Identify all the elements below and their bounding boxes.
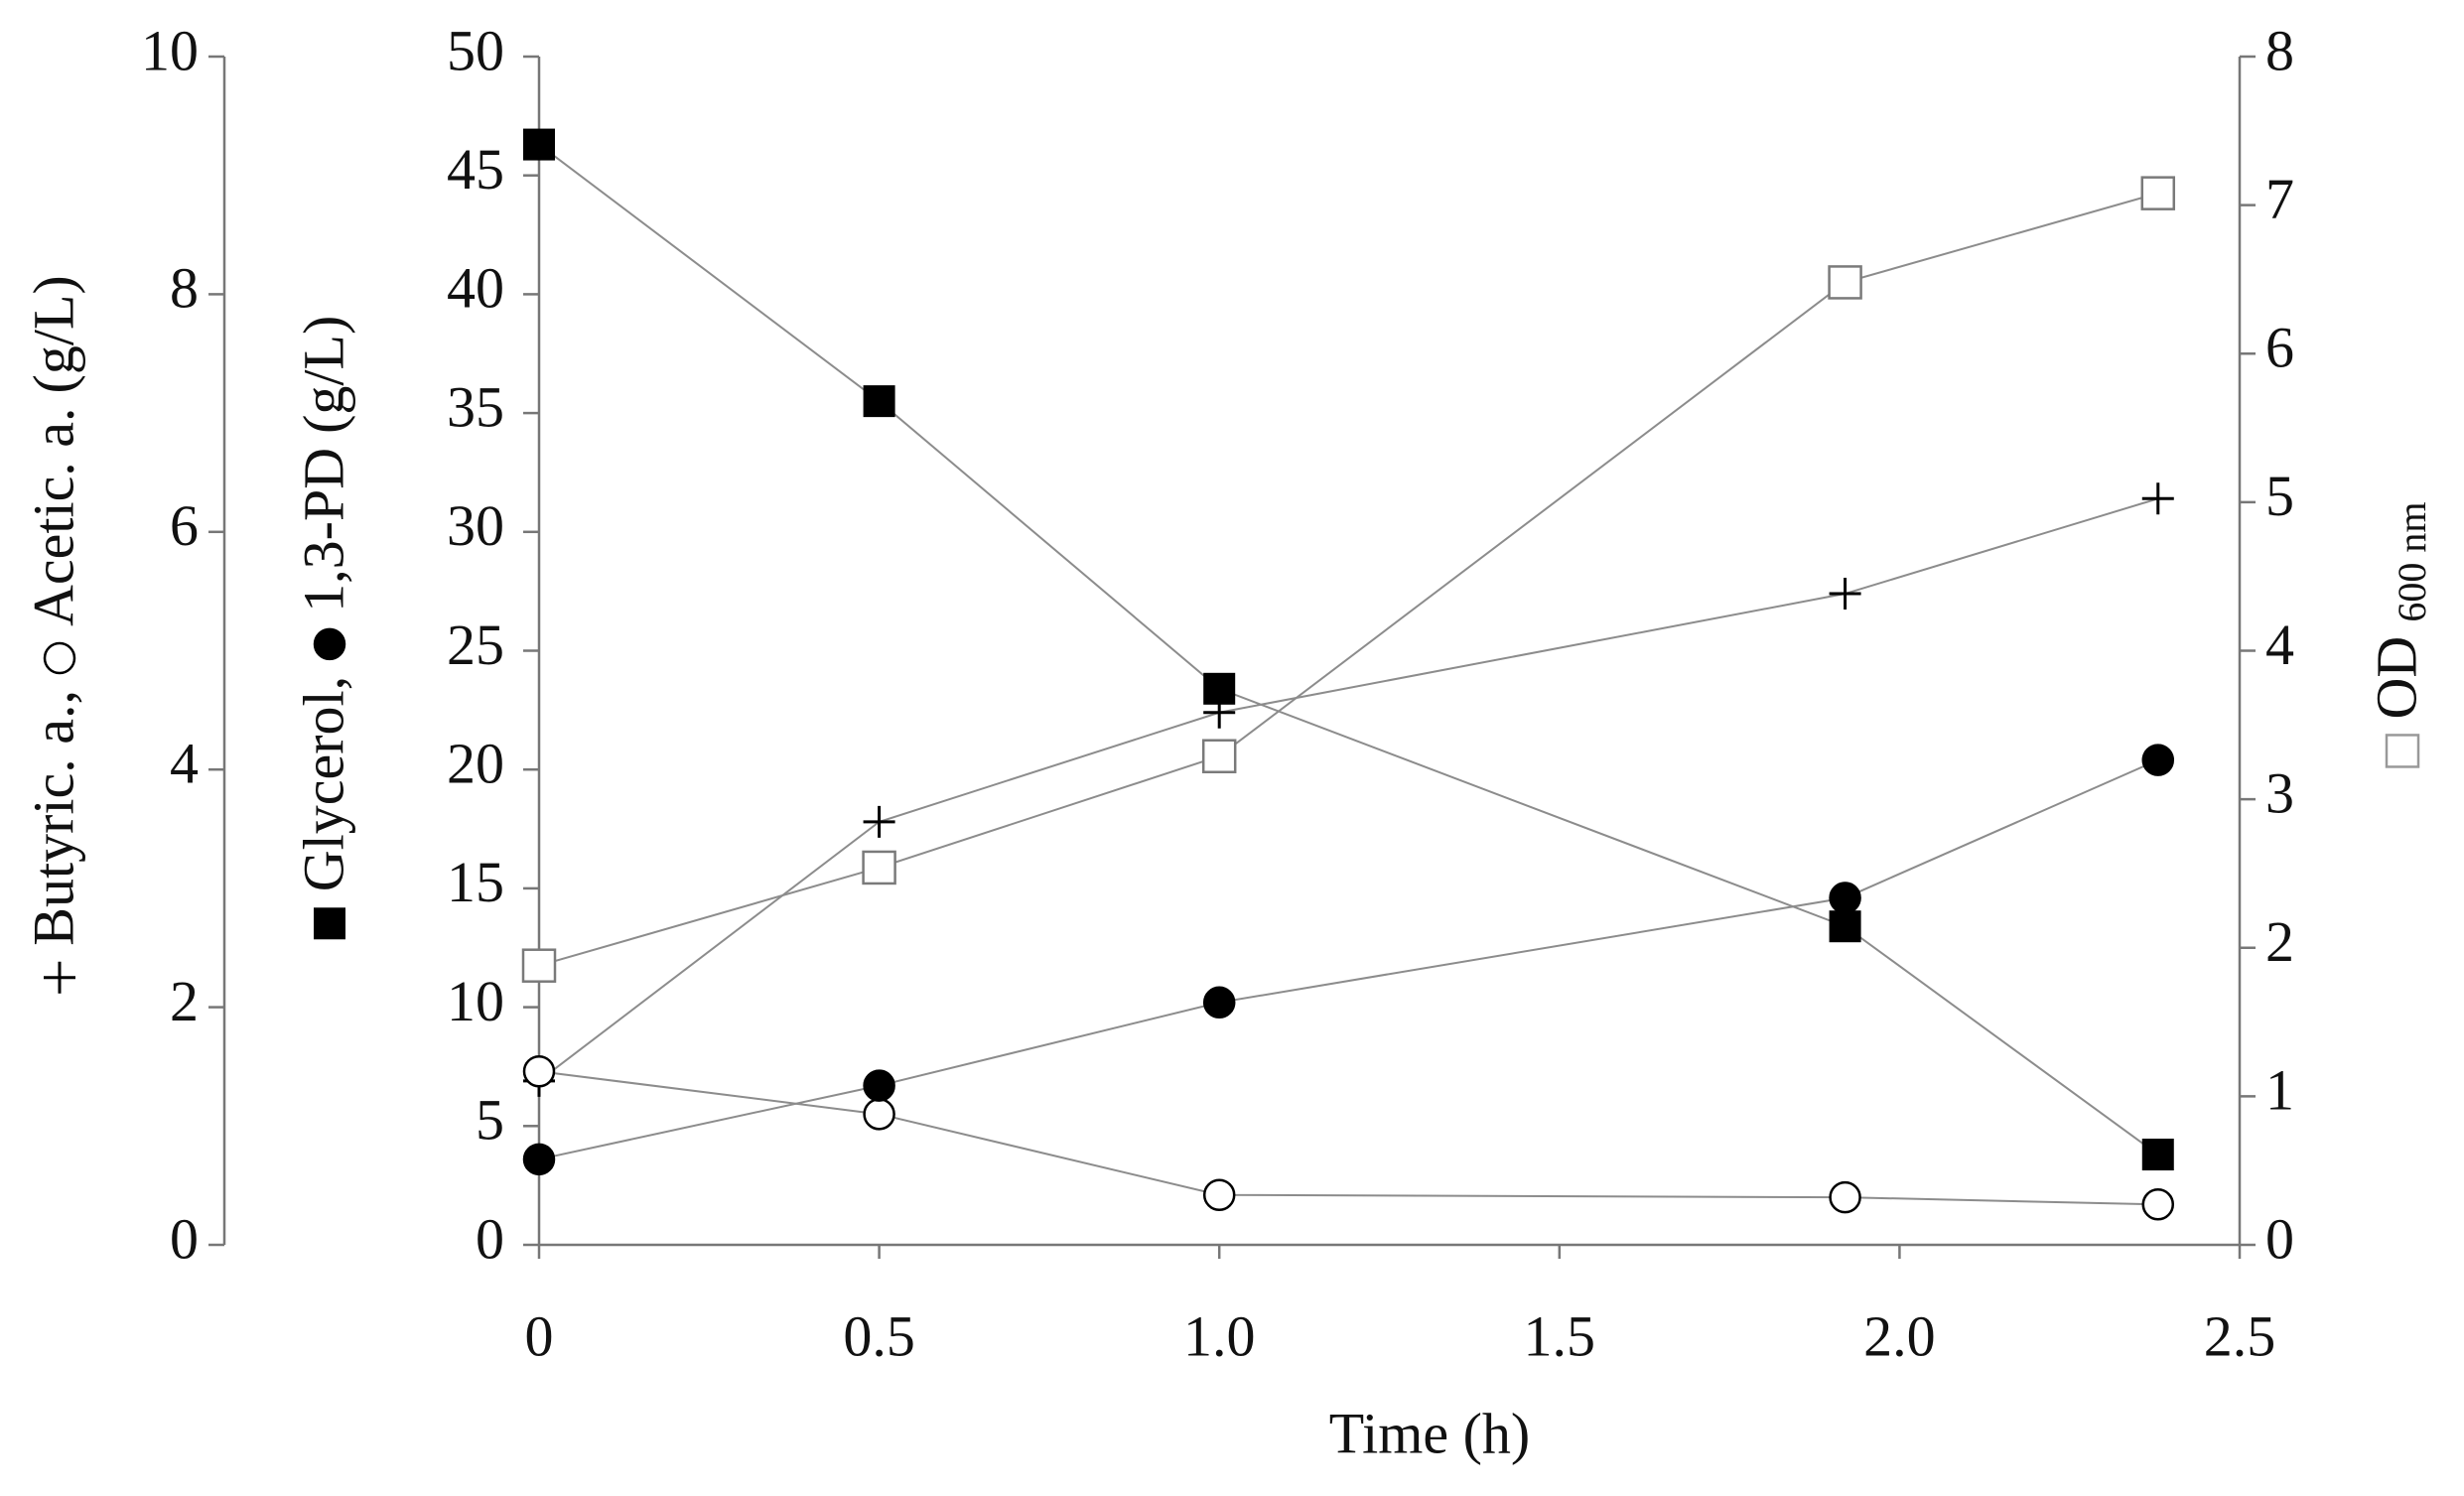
- marker: [2141, 1139, 2174, 1171]
- axis-label-text: Glycerol,: [291, 676, 355, 891]
- y3-tick-label: 6: [170, 493, 199, 558]
- series-line: [538, 758, 2159, 1160]
- y-tick-label: 15: [447, 850, 504, 914]
- marker: [521, 948, 557, 983]
- marker: [314, 907, 345, 940]
- y-tick-label: 40: [447, 256, 504, 321]
- x-tick-label: 0: [525, 1303, 554, 1368]
- y3-tick-label: 4: [170, 732, 199, 796]
- axis-label-text: Acetic. a.: [21, 407, 85, 626]
- series-line: [538, 1070, 2158, 1206]
- marker: [2141, 1188, 2175, 1221]
- marker: [522, 1143, 556, 1176]
- y2-tick-label: 1: [2265, 1058, 2294, 1123]
- axis-label-text: OD: [2364, 636, 2428, 720]
- marker: [1828, 265, 1862, 300]
- marker: [1829, 910, 1861, 943]
- marker: [862, 850, 896, 885]
- y-tick-label: 50: [447, 18, 504, 82]
- axis-label-text: (g/L): [291, 316, 355, 434]
- y2-tick-label: 0: [2265, 1206, 2294, 1271]
- marker: [2385, 734, 2420, 768]
- y3-axis-label: Butyric. a., Acetic. a. (g/L): [21, 275, 85, 994]
- axis-label-text: Butyric. a.,: [21, 690, 85, 946]
- x-tick-label: 2.5: [2204, 1303, 2276, 1368]
- y2-tick-label: 7: [2265, 167, 2294, 231]
- y-tick-label: 10: [447, 969, 504, 1033]
- marker: [863, 1069, 895, 1102]
- y-tick-label: 25: [447, 612, 504, 677]
- y-tick-label: 45: [447, 137, 504, 202]
- y2-axis-label: OD 600 nm: [2364, 502, 2434, 768]
- series-line: [538, 143, 2159, 1156]
- y-tick-label: 5: [476, 1088, 504, 1153]
- y2-tick-label: 6: [2265, 316, 2294, 380]
- y2-tick-label: 4: [2265, 612, 2294, 677]
- y3-tick-label: 2: [170, 969, 199, 1033]
- x-tick-label: 2.0: [1863, 1303, 1936, 1368]
- marker: [522, 1054, 556, 1088]
- y3-tick-label: 0: [170, 1206, 199, 1271]
- marker: [44, 961, 75, 994]
- marker: [1201, 739, 1237, 773]
- y2-tick-label: 3: [2265, 760, 2294, 825]
- marker: [2140, 176, 2176, 210]
- y-tick-label: 30: [447, 493, 504, 558]
- axis-label-subscript: 600 nm: [2390, 502, 2434, 622]
- x-tick-label: 0.5: [843, 1303, 915, 1368]
- marker: [523, 128, 555, 161]
- marker: [1203, 672, 1236, 705]
- marker: [2141, 482, 2174, 515]
- x-axis-label: Time (h): [1329, 1401, 1531, 1465]
- marker: [863, 1098, 895, 1131]
- marker: [1829, 578, 1861, 611]
- series-line: [538, 497, 2159, 1082]
- marker: [863, 385, 895, 418]
- marker: [1202, 986, 1236, 1020]
- y-axis-label: Glycerol, 1,3-PD (g/L): [291, 316, 355, 940]
- y-tick-label: 20: [447, 732, 504, 796]
- y-tick-label: 35: [447, 374, 504, 439]
- marker: [2141, 744, 2175, 776]
- marker: [1829, 1180, 1861, 1214]
- y2-tick-label: 8: [2265, 18, 2294, 82]
- y-tick-label: 0: [476, 1206, 504, 1271]
- marker: [1202, 1178, 1236, 1211]
- y3-tick-label: 8: [170, 256, 199, 321]
- x-tick-label: 1.0: [1183, 1303, 1256, 1368]
- x-tick-label: 1.5: [1524, 1303, 1596, 1368]
- axis-label-text: (g/L): [21, 275, 85, 393]
- marker: [43, 641, 76, 675]
- marker: [1829, 882, 1861, 914]
- axis-label-text: 1,3-PD: [291, 448, 355, 612]
- y2-tick-label: 2: [2265, 909, 2294, 974]
- y3-tick-label: 10: [141, 18, 199, 82]
- series-line: [538, 192, 2159, 967]
- marker: [863, 805, 895, 838]
- y2-tick-label: 5: [2265, 464, 2294, 528]
- marker: [313, 627, 346, 661]
